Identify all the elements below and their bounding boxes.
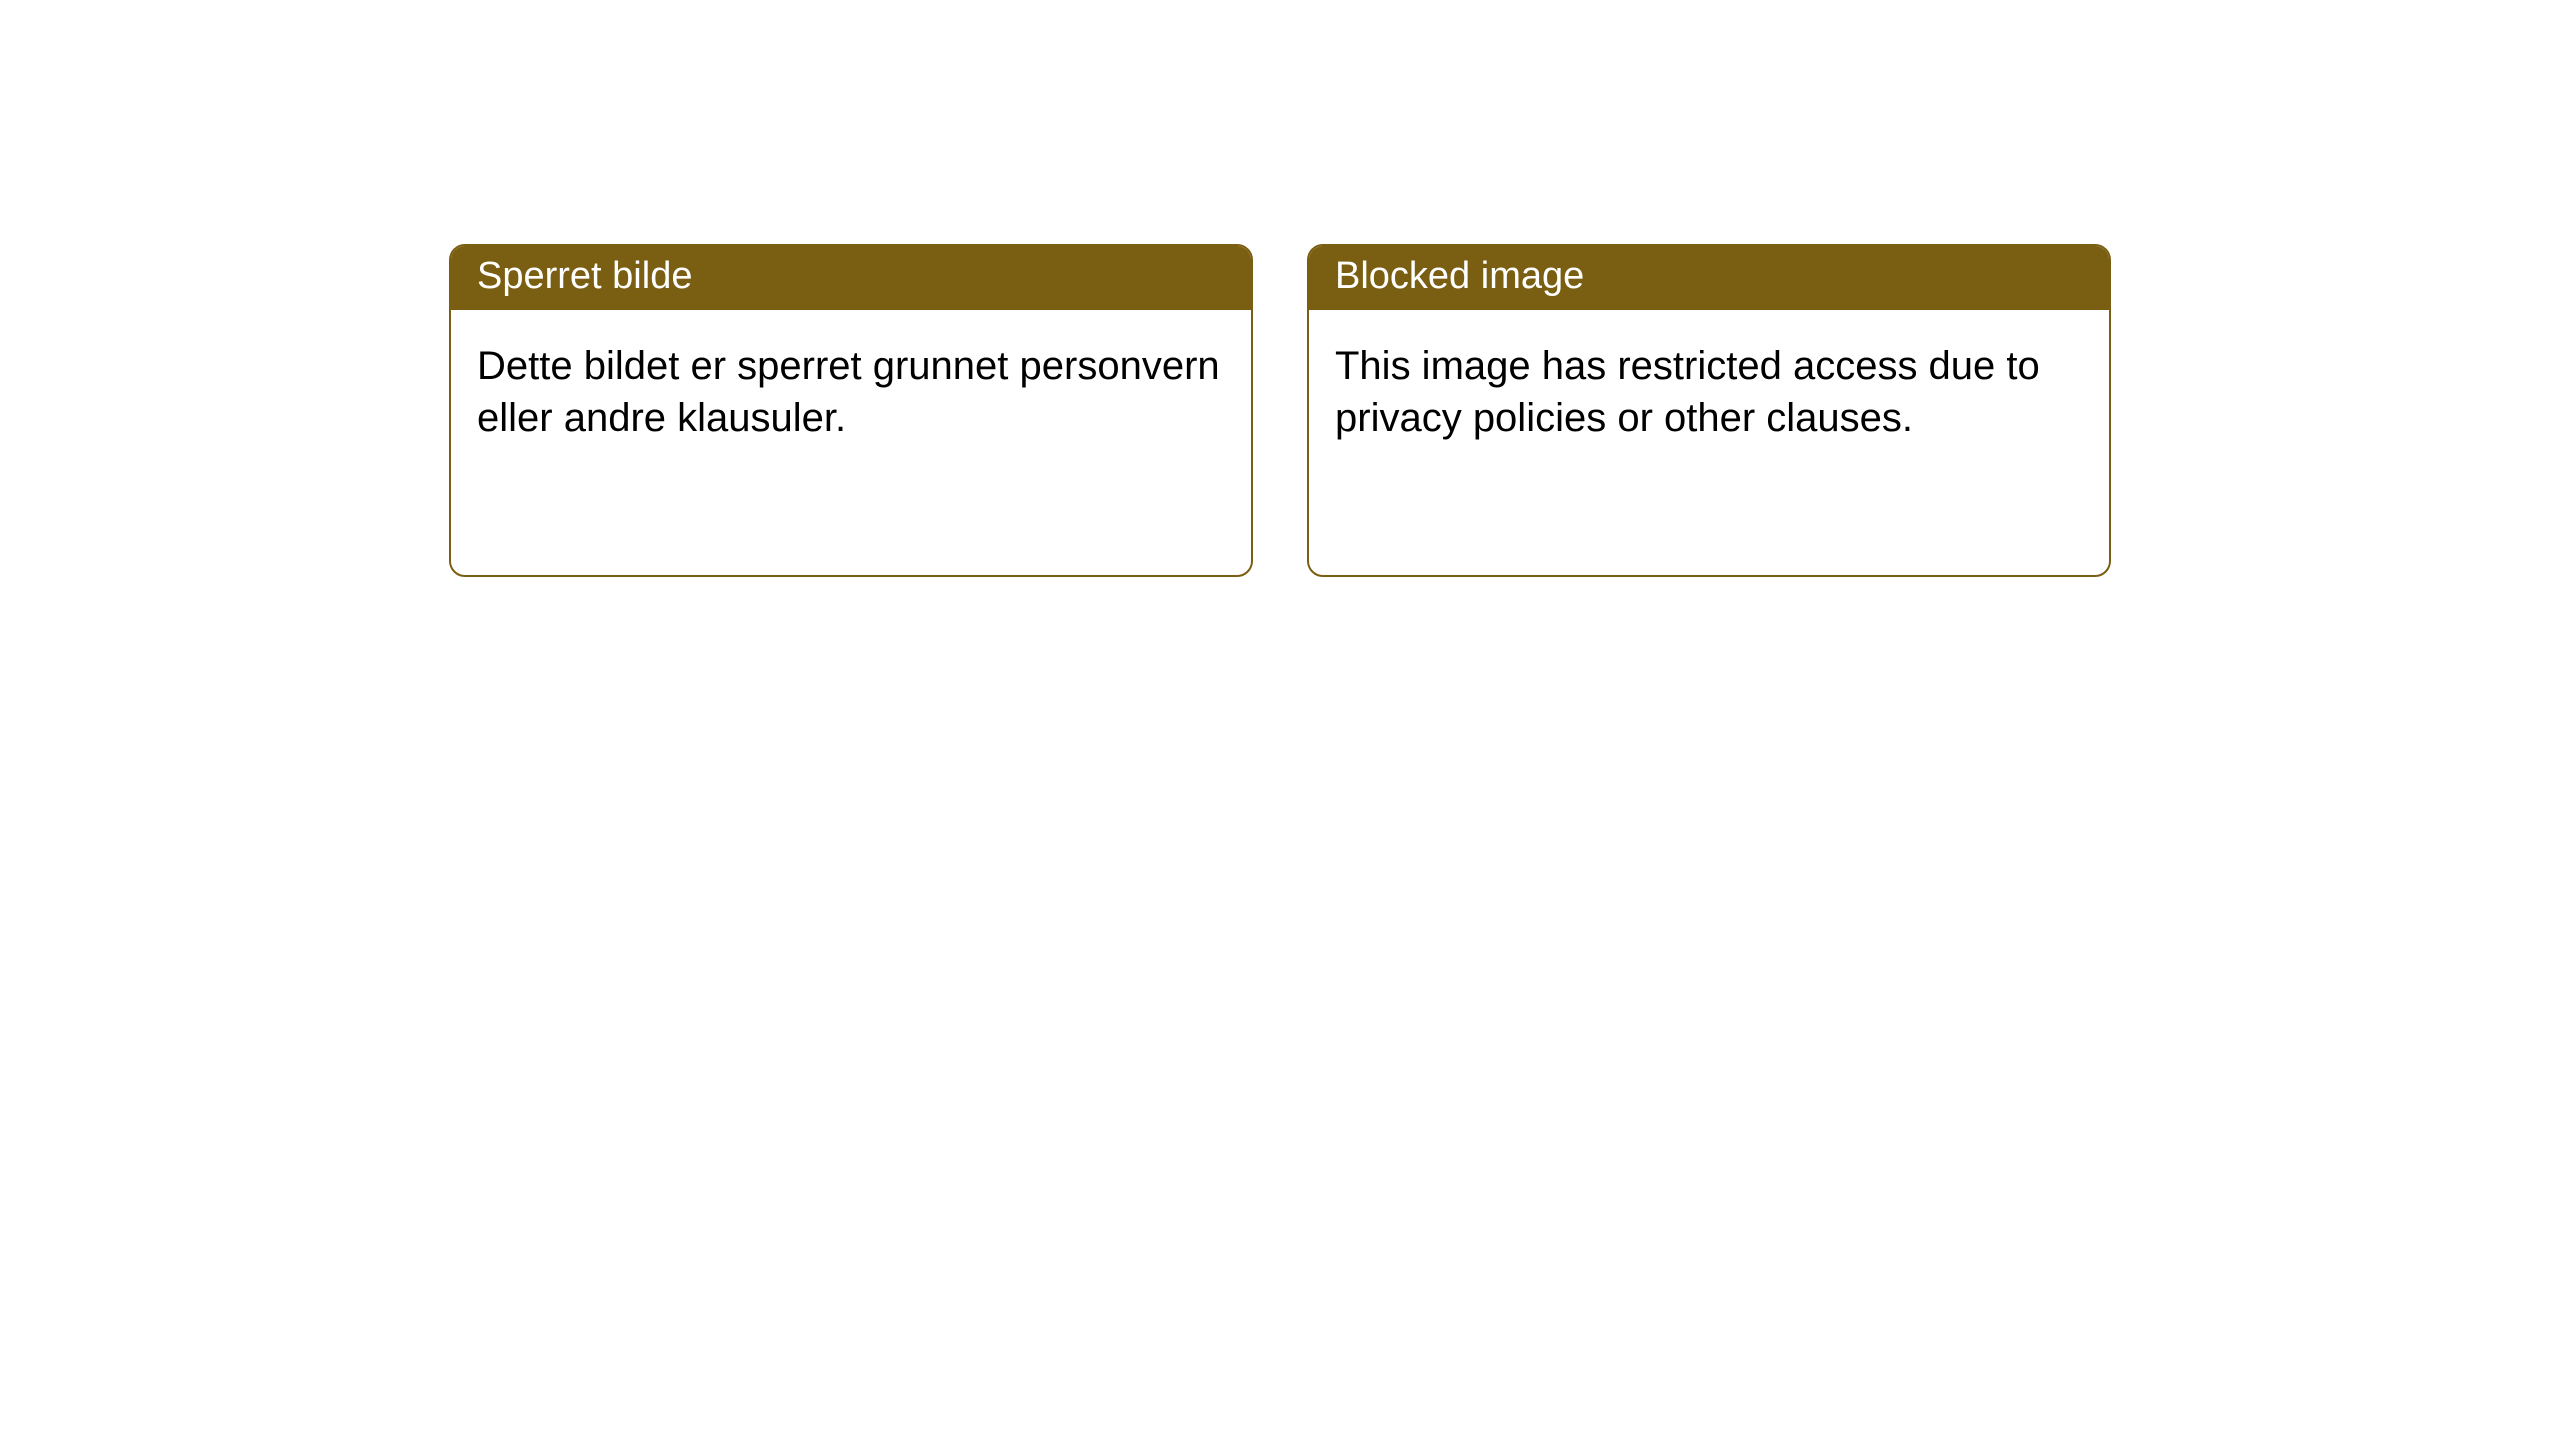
notice-card-norwegian: Sperret bilde Dette bildet er sperret gr… (449, 244, 1253, 577)
notice-body-norwegian: Dette bildet er sperret grunnet personve… (451, 310, 1251, 474)
notice-cards-container: Sperret bilde Dette bildet er sperret gr… (449, 244, 2111, 577)
notice-card-english: Blocked image This image has restricted … (1307, 244, 2111, 577)
notice-body-english: This image has restricted access due to … (1309, 310, 2109, 474)
notice-header-english: Blocked image (1309, 246, 2109, 310)
notice-header-norwegian: Sperret bilde (451, 246, 1251, 310)
